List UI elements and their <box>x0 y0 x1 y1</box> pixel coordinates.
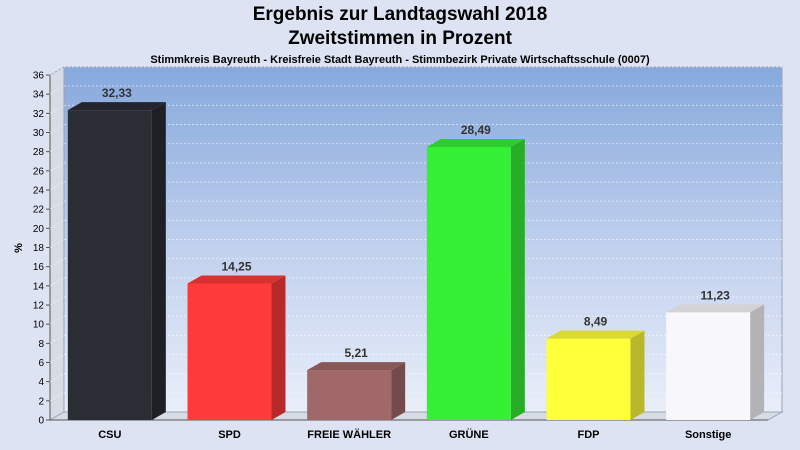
data-label: 32,33 <box>102 86 132 100</box>
y-tick-label: 8 <box>38 339 44 350</box>
data-label: 8,49 <box>584 315 608 329</box>
y-tick-label: 2 <box>38 396 44 407</box>
bar <box>426 138 525 421</box>
chart-title: Ergebnis zur Landtagswahl 2018 <box>252 4 548 25</box>
category-label: GRÜNE <box>449 428 489 441</box>
y-tick-label: 4 <box>38 377 44 388</box>
bar-side <box>750 304 765 420</box>
y-tick-label: 20 <box>33 224 45 235</box>
bar-top <box>67 102 166 111</box>
y-tick-label: 14 <box>33 281 45 292</box>
bar-top <box>187 275 286 284</box>
y-tick-label: 26 <box>33 166 45 177</box>
bar-top <box>426 138 525 147</box>
y-tick-label: 16 <box>33 262 45 273</box>
y-tick-label: 10 <box>33 320 45 331</box>
bar <box>187 275 286 420</box>
y-tick-label: 36 <box>33 71 45 82</box>
bar-side <box>391 362 406 420</box>
y-tick-label: 32 <box>33 109 45 120</box>
data-label: 28,49 <box>461 123 491 137</box>
category-label: Sonstige <box>685 429 731 441</box>
y-tick-label: 12 <box>33 301 45 312</box>
data-label: 14,25 <box>221 259 251 273</box>
y-tick-label: 0 <box>38 416 44 427</box>
bar-front <box>307 370 392 420</box>
bar-side <box>271 275 286 420</box>
bar-front <box>187 283 272 420</box>
category-label: SPD <box>218 429 241 441</box>
y-tick-label: 30 <box>33 128 45 139</box>
category-label: CSU <box>98 429 121 441</box>
data-label: 11,23 <box>700 288 730 302</box>
bar-front <box>426 146 511 421</box>
data-label: 5,21 <box>344 346 368 360</box>
bar-top <box>546 330 645 339</box>
category-label: FREIE WÄHLER <box>307 428 391 441</box>
bar <box>307 362 406 420</box>
bar <box>666 304 765 420</box>
bar-top <box>666 304 765 313</box>
bar-side <box>510 138 525 421</box>
y-tick-label: 6 <box>38 358 44 369</box>
bar-front <box>67 110 152 420</box>
category-label: FDP <box>578 429 600 441</box>
bar-top <box>307 362 406 371</box>
bar-side <box>630 330 645 420</box>
bar <box>546 330 645 420</box>
chart-subtitle: Zweitstimmen in Prozent <box>288 28 512 49</box>
chart-caption: Stimmkreis Bayreuth - Kreisfreie Stadt B… <box>150 54 650 66</box>
bar <box>67 102 166 420</box>
y-tick-label: 34 <box>33 90 45 101</box>
y-tick-label: 28 <box>33 147 45 158</box>
y-axis-label: % <box>13 243 25 253</box>
bar-front <box>546 338 631 420</box>
y-tick-label: 24 <box>33 186 45 197</box>
bar-front <box>666 312 751 420</box>
y-tick-label: 18 <box>33 243 45 254</box>
bar-side <box>151 102 166 420</box>
y-tick-label: 22 <box>33 205 45 216</box>
